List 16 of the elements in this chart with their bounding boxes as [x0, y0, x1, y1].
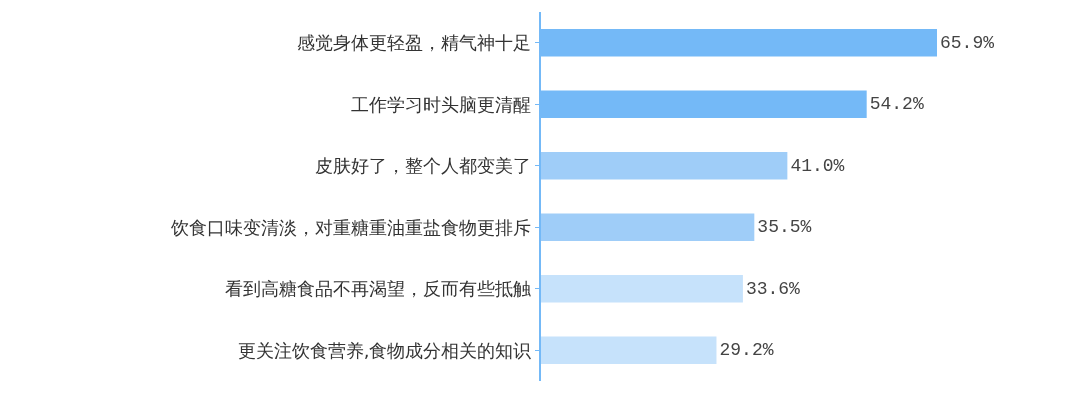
bar: [541, 336, 717, 365]
data-label: 65.9%: [940, 32, 995, 53]
y-tick-label: 更关注饮食营养,食物成分相关的知识: [237, 339, 532, 361]
data-label: 29.2%: [719, 340, 774, 361]
y-tick-label: 饮食口味变清淡，对重糖重油重盐食物更排斥: [170, 216, 532, 238]
data-label: 35.5%: [757, 217, 812, 238]
bar: [541, 213, 755, 242]
data-label: 54.2%: [869, 94, 924, 115]
y-tick-label: 看到高糖食品不再渴望，反而有些抵触: [225, 278, 532, 300]
bar: [541, 274, 743, 303]
data-label: 41.0%: [790, 155, 845, 176]
data-label: 33.6%: [745, 278, 801, 299]
y-tick-label: 工作学习时头脑更清醒: [351, 93, 532, 115]
bar: [541, 151, 788, 180]
y-tick-label: 感觉身体更轻盈，精气神十足: [297, 32, 532, 54]
y-tick-label: 皮肤好了，整个人都变美了: [315, 155, 532, 177]
